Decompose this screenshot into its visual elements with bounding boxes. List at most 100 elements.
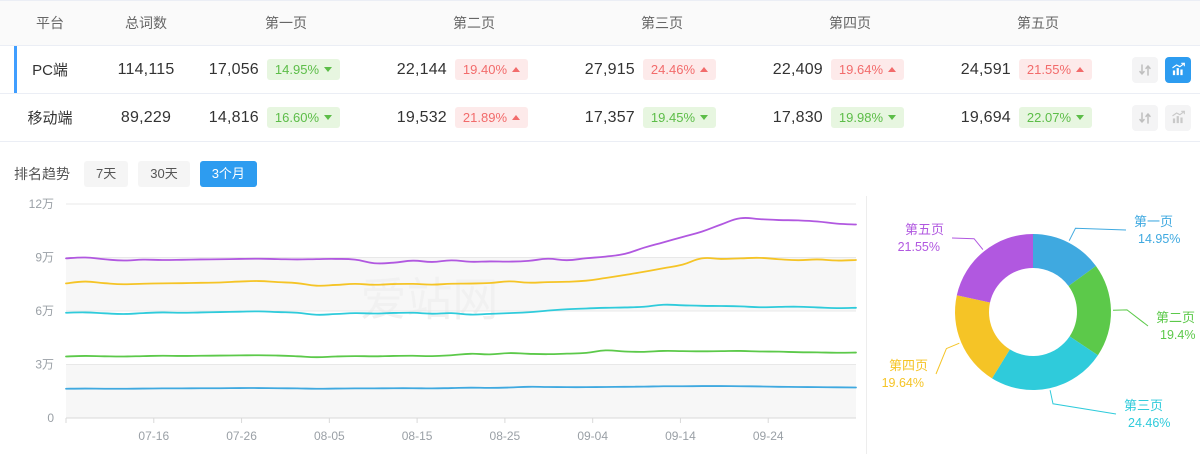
page-distribution-donut-chart[interactable]: 第一页 14.95% 第二页 19.4% 第三页 24.46% 第四页 19.64% 第五页 21… bbox=[866, 190, 1200, 460]
page-percent: 19.64% bbox=[838, 62, 883, 77]
x-axis-tick-label: 08-05 bbox=[314, 429, 345, 443]
donut-slice-value: 19.64% bbox=[882, 376, 924, 390]
x-axis-tick-label: 08-25 bbox=[490, 429, 521, 443]
cell-total-keywords: 114,115 bbox=[100, 45, 192, 94]
donut-slice-label: 第一页 bbox=[1134, 214, 1173, 229]
header-platform: 平台 bbox=[0, 0, 100, 46]
cell-actions bbox=[1132, 45, 1200, 94]
trend-title: 排名趋势 bbox=[14, 166, 70, 182]
chart-band bbox=[66, 364, 856, 418]
x-axis-tick-label: 09-04 bbox=[577, 429, 608, 443]
cell-page-2: 22,144 19.40% bbox=[380, 45, 568, 94]
panel-divider bbox=[866, 196, 867, 454]
table-body: PC端 114,115 17,056 14.95% bbox=[0, 45, 1200, 142]
page-percent: 19.98% bbox=[838, 110, 883, 125]
donut-slice bbox=[955, 295, 1010, 379]
page-percent-badge: 22.07% bbox=[1018, 107, 1092, 128]
arrow-down-icon bbox=[1076, 115, 1084, 120]
cell-platform: 移动端 bbox=[0, 93, 100, 142]
page-percent: 19.40% bbox=[462, 62, 507, 77]
page-percent-badge: 16.60% bbox=[266, 107, 340, 128]
table-row[interactable]: 移动端 89,229 14,816 16.60% bbox=[0, 93, 1200, 142]
platform-label: PC端 bbox=[32, 62, 68, 79]
line-series bbox=[65, 256, 857, 287]
donut-leader-line bbox=[1049, 390, 1117, 415]
donut-slice-value: 19.4% bbox=[1160, 328, 1195, 342]
page-count: 19,694 bbox=[960, 108, 1011, 126]
donut-leader-line bbox=[951, 237, 984, 250]
page-count: 22,144 bbox=[396, 60, 447, 78]
tab-30-days[interactable]: 30天 bbox=[138, 160, 190, 188]
header-page-2: 第二页 bbox=[380, 0, 568, 46]
sort-icon[interactable] bbox=[1132, 104, 1158, 131]
row-active-accent bbox=[14, 46, 17, 93]
page-percent-badge: 19.40% bbox=[454, 59, 528, 80]
page-count: 27,915 bbox=[584, 60, 635, 78]
rank-summary-table: 平台 总词数 第一页 第二页 第三页 第四页 第五页 PC端 114,115 bbox=[0, 0, 1200, 142]
page-percent-badge: 19.64% bbox=[830, 59, 904, 80]
page-percent: 21.89% bbox=[462, 110, 507, 125]
header-total-keywords: 总词数 bbox=[100, 0, 192, 46]
cell-actions bbox=[1132, 93, 1200, 142]
cell-page-2: 19,532 21.89% bbox=[380, 93, 568, 142]
donut-leader-line bbox=[1112, 309, 1149, 327]
y-axis-tick-label: 12万 bbox=[29, 197, 54, 211]
chart-icon[interactable] bbox=[1165, 56, 1191, 83]
header-page-4: 第四页 bbox=[756, 0, 944, 46]
header-page-5: 第五页 bbox=[944, 0, 1132, 46]
x-axis-tick-label: 08-15 bbox=[402, 429, 433, 443]
x-axis-tick-label: 07-26 bbox=[226, 429, 257, 443]
donut-slice bbox=[991, 336, 1098, 390]
cell-page-4: 17,830 19.98% bbox=[756, 93, 944, 142]
rank-trend-line-chart[interactable]: 爱站网 0 3万 6万 9万 12万 07-16 07-26 08-05 08-15 08-25 09… bbox=[0, 190, 866, 460]
x-axis-tick-label: 09-14 bbox=[665, 429, 696, 443]
arrow-up-icon bbox=[1076, 67, 1084, 72]
arrow-down-icon bbox=[888, 115, 896, 120]
page-percent-badge: 14.95% bbox=[266, 59, 340, 80]
arrow-up-icon bbox=[512, 115, 520, 120]
charts-region: 爱站网 0 3万 6万 9万 12万 07-16 07-26 08-05 08-15 08-25 09… bbox=[0, 190, 1200, 460]
x-axis-tick-label: 09-24 bbox=[753, 429, 784, 443]
watermark: 爱站网 bbox=[360, 273, 498, 325]
arrow-down-icon bbox=[324, 67, 332, 72]
page-count: 19,532 bbox=[396, 108, 447, 126]
donut-leader-line bbox=[935, 342, 960, 375]
donut-leader-line bbox=[1068, 227, 1127, 241]
arrow-up-icon bbox=[700, 67, 708, 72]
cell-page-4: 22,409 19.64% bbox=[756, 45, 944, 94]
arrow-down-icon bbox=[324, 115, 332, 120]
header-page-1: 第一页 bbox=[192, 0, 380, 46]
arrow-up-icon bbox=[888, 67, 896, 72]
x-axis-tick-label: 07-16 bbox=[138, 429, 169, 443]
line-series bbox=[65, 385, 857, 390]
page-percent-badge: 19.98% bbox=[830, 107, 904, 128]
donut-slice-label: 第三页 bbox=[1124, 398, 1163, 413]
page-percent-badge: 24.46% bbox=[642, 59, 716, 80]
tab-7-days[interactable]: 7天 bbox=[84, 160, 129, 188]
cell-page-5: 19,694 22.07% bbox=[944, 93, 1132, 142]
y-axis-tick-label: 0 bbox=[47, 411, 54, 425]
sort-icon[interactable] bbox=[1132, 56, 1158, 83]
chart-icon[interactable] bbox=[1165, 104, 1191, 131]
trend-toolbar: 排名趋势 7天 30天 3个月 bbox=[0, 142, 1200, 190]
donut-slice bbox=[1068, 265, 1111, 356]
page-percent: 19.45% bbox=[650, 110, 695, 125]
page-count: 17,357 bbox=[584, 108, 635, 126]
donut-slice-value: 14.95% bbox=[1138, 232, 1180, 246]
table-header: 平台 总词数 第一页 第二页 第三页 第四页 第五页 bbox=[0, 0, 1200, 46]
svg-text:爱站网: 爱站网 bbox=[360, 273, 498, 325]
page-percent: 21.55% bbox=[1026, 62, 1071, 77]
page-count: 22,409 bbox=[772, 60, 823, 78]
donut-slice bbox=[956, 234, 1033, 303]
donut-chart-svg: 第一页 14.95% 第二页 19.4% 第三页 24.46% 第四页 19.64% 第五页 21… bbox=[882, 214, 1196, 430]
cell-total-keywords: 89,229 bbox=[100, 93, 192, 142]
row-active-accent bbox=[14, 94, 17, 141]
line-series bbox=[65, 349, 857, 359]
tab-3-months[interactable]: 3个月 bbox=[199, 160, 257, 188]
page-count: 24,591 bbox=[960, 60, 1011, 78]
page-count: 17,056 bbox=[208, 60, 259, 78]
donut-slice bbox=[1033, 234, 1096, 287]
cell-page-1: 17,056 14.95% bbox=[192, 45, 380, 94]
table-row[interactable]: PC端 114,115 17,056 14.95% bbox=[0, 45, 1200, 94]
